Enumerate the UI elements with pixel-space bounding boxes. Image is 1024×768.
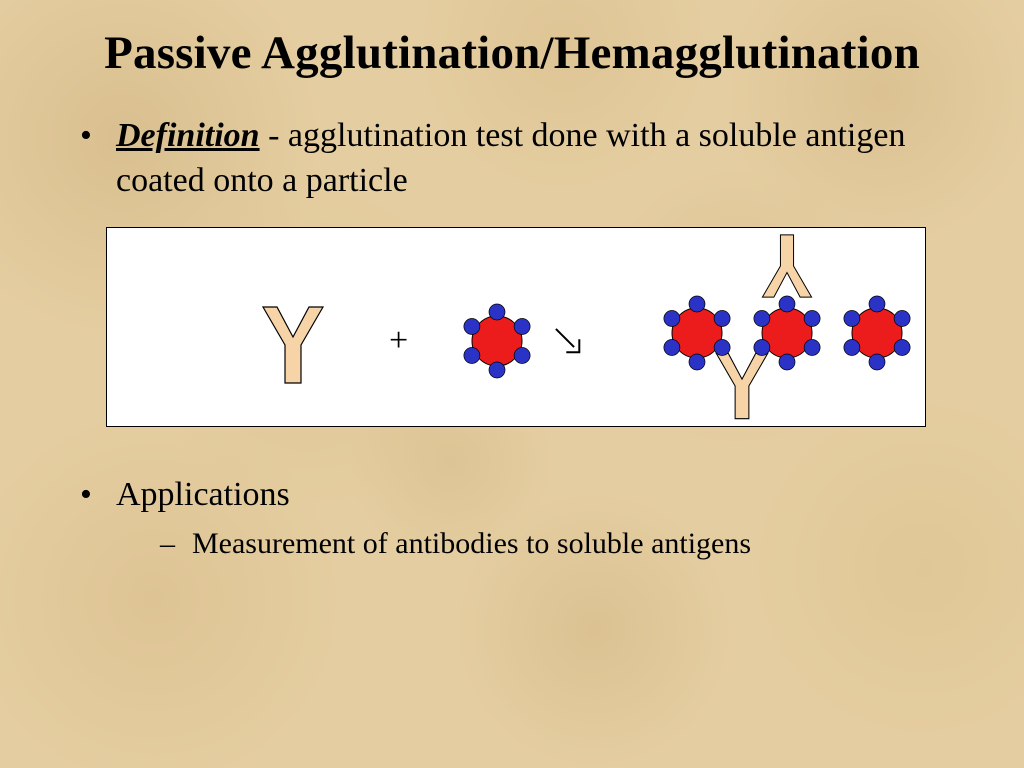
definition-term: Definition <box>116 117 260 154</box>
applications-item: Measurement of antibodies to soluble ant… <box>160 524 974 563</box>
bullet-list: Definition - agglutination test done wit… <box>34 114 990 204</box>
diagram-box: + <box>106 227 926 427</box>
slide-title: Passive Agglutination/Hemagglutination <box>34 28 990 80</box>
slide: Passive Agglutination/Hemagglutination D… <box>0 0 1024 768</box>
bullet-definition: Definition - agglutination test done wit… <box>80 114 974 204</box>
applications-label: Applications <box>116 476 290 513</box>
antibody-icon <box>263 307 323 383</box>
bullet-applications: Applications Measurement of antibodies t… <box>80 473 974 563</box>
plus-sign: + <box>389 322 408 359</box>
antibody-icon <box>762 235 811 297</box>
antibody-icon <box>716 354 768 419</box>
antigen-particle-icon <box>844 296 910 370</box>
diagram-container: + <box>106 227 990 427</box>
arrow-icon <box>556 329 579 352</box>
antigen-particle-icon <box>464 304 530 378</box>
bullet-list-2: Applications Measurement of antibodies t… <box>34 473 990 563</box>
agglutination-diagram: + <box>107 228 927 428</box>
applications-sublist: Measurement of antibodies to soluble ant… <box>116 524 974 563</box>
